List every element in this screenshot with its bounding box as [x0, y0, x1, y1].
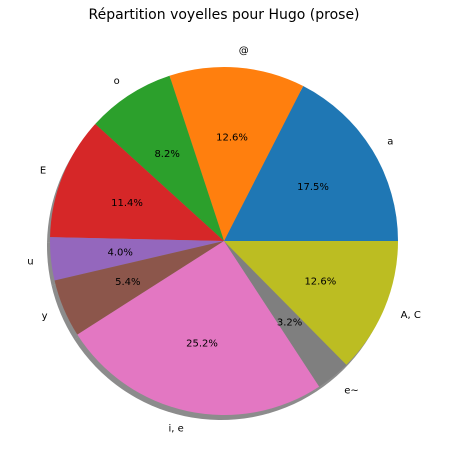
percent-label-a-c: 12.6%: [304, 277, 336, 288]
percent-label-a: 17.5%: [297, 182, 329, 193]
slice-e: [224, 241, 347, 387]
percent-label-o: 8.2%: [154, 149, 179, 160]
slice-a-c: [224, 241, 398, 365]
category-label-a: a: [387, 137, 393, 148]
category-label-i-e: i, e: [168, 424, 183, 435]
slice-e: [50, 123, 224, 241]
chart-title: Répartition voyelles pour Hugo (prose): [88, 7, 359, 23]
percent-label-i-e: 25.2%: [186, 339, 218, 350]
percent-label-e: 11.4%: [111, 198, 143, 209]
category-label-e: e~: [344, 385, 359, 396]
category-label-a-c: A, C: [401, 310, 421, 321]
slice-a: [224, 86, 398, 241]
slice-u: [50, 237, 224, 281]
slice-y: [54, 241, 225, 335]
pie-slices: [50, 66, 398, 415]
slice-i-e: [77, 241, 320, 415]
percent-label-slice1: 12.6%: [216, 132, 248, 143]
category-label-y: y: [42, 311, 48, 322]
percent-label-u: 4.0%: [107, 247, 132, 258]
category-label-o: o: [114, 76, 120, 87]
slice-o: [95, 75, 224, 241]
category-label-e: E: [40, 166, 46, 177]
slice-slice1: [169, 66, 304, 241]
percent-label-y: 5.4%: [115, 277, 140, 288]
category-label-u: u: [27, 256, 33, 267]
category-label-slice1: @: [239, 46, 249, 57]
percent-label-e: 3.2%: [277, 318, 302, 329]
pie-category-labels: a @ o Eu y i, e e~ A, C: [27, 46, 421, 435]
pie-percent-labels: 17.5% 12.6% 8.2% 11.4% 4.0% 5.4% 25.2% 3.2% 12.6…: [107, 132, 336, 349]
